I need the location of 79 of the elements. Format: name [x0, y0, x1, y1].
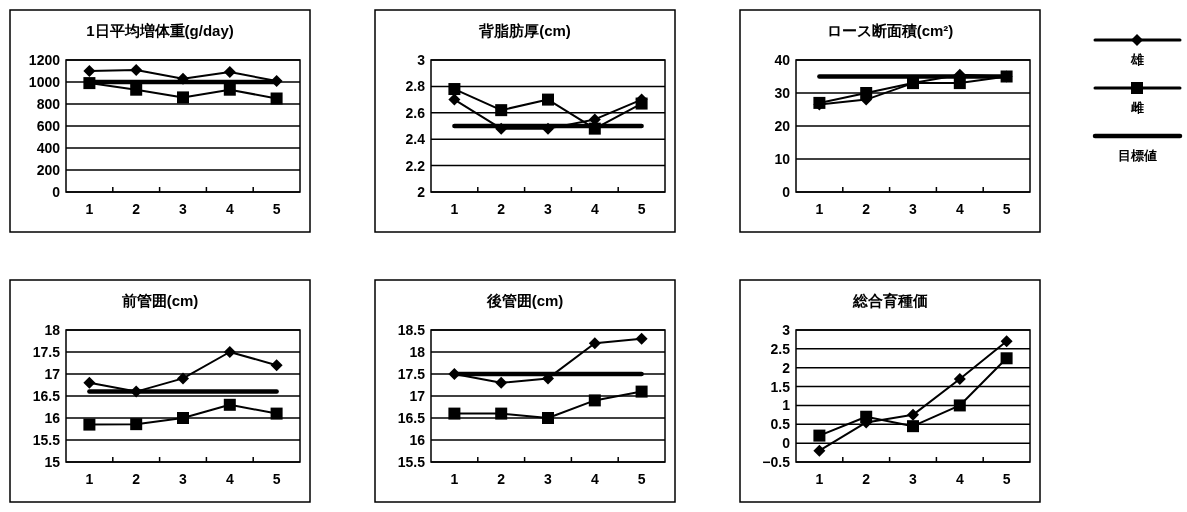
- x-tick-label: 4: [225, 201, 234, 217]
- x-tick-label: 3: [909, 471, 918, 487]
- y-tick-label: 2.6: [405, 104, 426, 121]
- chart-title: 総合育種価: [851, 292, 928, 309]
- x-tick-label: 4: [955, 201, 964, 217]
- y-tick-label: 20: [774, 118, 791, 134]
- x-tick-label: 2: [132, 201, 141, 217]
- y-tick-label: 17: [44, 366, 61, 382]
- x-tick-label: 2: [862, 471, 871, 487]
- y-tick-label: 1200: [28, 52, 61, 68]
- x-tick-label: 5: [1002, 471, 1011, 487]
- x-tick-label: 5: [1002, 201, 1011, 217]
- y-tick-label: 3: [417, 52, 426, 68]
- x-tick-label: 2: [132, 471, 141, 487]
- legend-label: 雌: [1129, 100, 1144, 115]
- x-tick-label: 5: [272, 201, 281, 217]
- x-tick-label: 3: [179, 201, 188, 217]
- y-tick-label: 2.5: [770, 340, 791, 357]
- x-tick-label: 4: [590, 201, 599, 217]
- y-tick-label: 18: [409, 344, 426, 360]
- y-tick-label: 17: [409, 388, 426, 404]
- chart-title: 1日平均増体重(g/day): [86, 22, 234, 39]
- x-tick-label: 5: [637, 471, 646, 487]
- x-tick-label: 3: [179, 471, 188, 487]
- chart-title: 背脂肪厚(cm): [478, 22, 571, 39]
- x-tick-label: 5: [272, 471, 281, 487]
- x-tick-label: 2: [497, 471, 506, 487]
- y-tick-label: 15.5: [397, 454, 426, 470]
- x-tick-label: 3: [909, 201, 918, 217]
- y-tick-label: 200: [36, 162, 61, 178]
- y-tick-label: 2.2: [405, 157, 426, 174]
- y-tick-label: 1: [782, 397, 791, 414]
- y-tick-label: 0: [52, 184, 61, 200]
- chart-title: 前管囲(cm): [120, 292, 199, 309]
- y-tick-label: 400: [36, 140, 61, 156]
- x-tick-label: 5: [637, 201, 646, 217]
- y-tick-label: 15.5: [32, 432, 61, 448]
- x-tick-label: 1: [450, 201, 459, 217]
- x-tick-label: 4: [225, 471, 234, 487]
- y-tick-label: 2.4: [405, 131, 426, 148]
- legend-label: 雄: [1129, 52, 1144, 67]
- y-tick-label: 0.5: [770, 416, 791, 433]
- y-tick-label: 17.5: [397, 366, 426, 382]
- y-tick-label: 1000: [28, 74, 61, 90]
- y-tick-label: 800: [36, 96, 61, 112]
- y-tick-label: 1.5: [770, 378, 791, 395]
- y-tick-label: 2: [417, 184, 426, 200]
- y-tick-label: 18.5: [397, 322, 426, 338]
- y-tick-label: −0.5: [762, 454, 791, 470]
- x-tick-label: 4: [955, 471, 964, 487]
- y-tick-label: 16: [44, 410, 61, 426]
- y-tick-label: 3: [782, 322, 791, 338]
- y-tick-label: 16: [409, 432, 426, 448]
- x-tick-label: 1: [815, 201, 824, 217]
- y-tick-label: 40: [774, 52, 791, 68]
- x-tick-label: 1: [450, 471, 459, 487]
- y-tick-label: 16.5: [32, 388, 61, 404]
- x-tick-label: 1: [85, 201, 94, 217]
- y-tick-label: 17.5: [32, 344, 61, 360]
- y-tick-label: 600: [36, 118, 61, 134]
- y-tick-label: 2.8: [405, 78, 426, 95]
- chart-title: ロース断面積(cm²): [826, 22, 954, 39]
- y-tick-label: 2: [782, 359, 791, 376]
- y-tick-label: 0: [782, 435, 791, 452]
- text: 目標値: [1117, 148, 1157, 163]
- y-tick-label: 10: [774, 151, 791, 167]
- x-tick-label: 4: [590, 471, 599, 487]
- y-tick-label: 30: [774, 85, 791, 101]
- x-tick-label: 1: [85, 471, 94, 487]
- y-tick-label: 18: [44, 322, 61, 338]
- x-tick-label: 3: [544, 471, 553, 487]
- x-tick-label: 2: [497, 201, 506, 217]
- y-tick-label: 16.5: [397, 410, 426, 426]
- x-tick-label: 2: [862, 201, 871, 217]
- x-tick-label: 3: [544, 201, 553, 217]
- y-tick-label: 0: [782, 184, 791, 200]
- y-tick-label: 15: [44, 454, 61, 470]
- x-tick-label: 1: [815, 471, 824, 487]
- chart-title: 後管囲(cm): [485, 292, 564, 309]
